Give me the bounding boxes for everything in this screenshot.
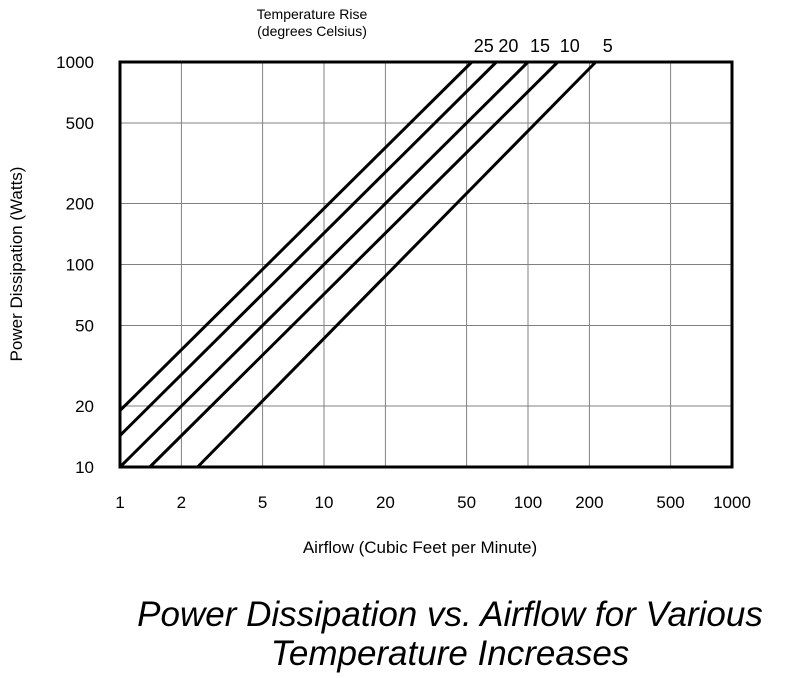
caption-line2: Temperature Increases: [271, 634, 630, 673]
y-tick-label: 100: [66, 256, 94, 275]
x-tick-label: 50: [457, 493, 476, 512]
series-lines: [118, 60, 597, 469]
series-line-15: [118, 60, 530, 469]
x-tick-label: 500: [656, 493, 684, 512]
caption-line1: Power Dissipation vs. Airflow for Variou…: [137, 595, 763, 634]
series-label-20: 20: [498, 36, 518, 56]
plot-frame: [118, 60, 734, 469]
y-axis-label: Power Dissipation (Watts): [7, 167, 26, 362]
series-line-10: [148, 60, 559, 469]
legend-title-line1: Temperature Rise: [257, 6, 368, 22]
x-tick-label: 2: [177, 493, 186, 512]
series-labels: 25 20 15 10 5: [474, 36, 613, 56]
series-line-5: [196, 60, 597, 469]
x-tick-label: 200: [575, 493, 603, 512]
x-tick-labels: 1 2 5 10 20 50 100 200 500 1000: [115, 493, 751, 512]
series-label-15: 15: [530, 36, 550, 56]
y-tick-label: 50: [75, 316, 94, 335]
series-label-10: 10: [560, 36, 580, 56]
x-tick-label: 100: [514, 493, 542, 512]
y-tick-label: 1000: [56, 53, 94, 72]
y-tick-label: 20: [75, 397, 94, 416]
series-line-20: [118, 60, 498, 437]
y-tick-labels: 10 20 50 100 200 500 1000: [56, 53, 94, 477]
x-tick-label: 5: [258, 493, 267, 512]
y-tick-label: 200: [66, 195, 94, 214]
x-tick-label: 1000: [713, 493, 751, 512]
series-label-5: 5: [603, 36, 613, 56]
x-tick-label: 20: [376, 493, 395, 512]
series-label-25: 25: [474, 36, 494, 56]
x-tick-label: 1: [115, 493, 124, 512]
legend-title-line2: (degrees Celsius): [257, 23, 367, 39]
x-tick-label: 10: [315, 493, 334, 512]
x-axis-label: Airflow (Cubic Feet per Minute): [303, 538, 537, 557]
series-line-25: [118, 60, 473, 412]
y-tick-label: 10: [75, 458, 94, 477]
y-tick-label: 500: [66, 114, 94, 133]
